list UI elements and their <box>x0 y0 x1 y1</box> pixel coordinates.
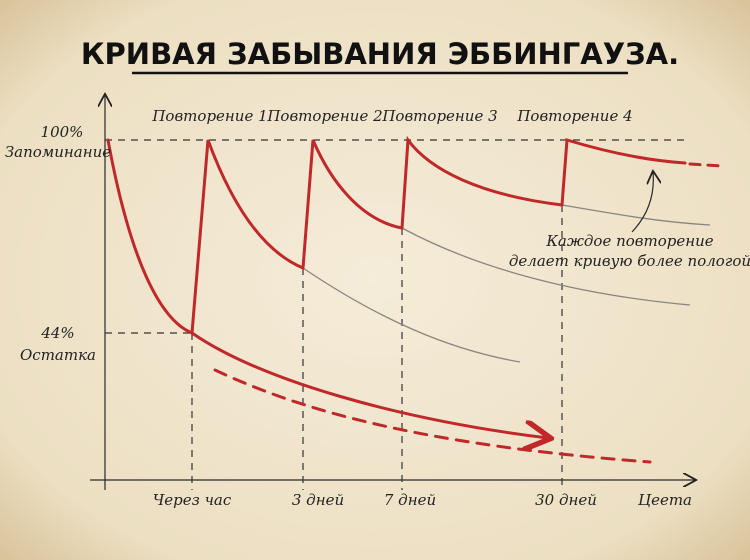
guides <box>105 139 690 490</box>
annotation: Каждое повторение <box>545 232 713 250</box>
repetition-label: Повторение 4 <box>516 107 632 125</box>
repetition-label: Повторение 2 <box>266 107 382 125</box>
y-caption: Запоминание <box>5 143 111 161</box>
y-label: 100% <box>41 123 84 141</box>
repetition-label: Повторение 3 <box>381 107 497 125</box>
x-label: 7 дней <box>384 491 436 509</box>
repetition-label: Повторение 1 <box>151 107 267 125</box>
annotation: делает кривую более пологой <box>509 252 750 270</box>
forgetting-curves <box>106 135 724 464</box>
x-label: 30 дней <box>535 491 597 509</box>
title: КРИВАЯ ЗАБЫВАНИЯ ЭББИНГАУЗА. <box>81 37 679 71</box>
x-label: Через час <box>153 491 232 509</box>
x-label: Цеета <box>638 491 692 509</box>
y-label: 44% <box>40 324 74 342</box>
y-caption: Остатка <box>20 346 96 364</box>
annotation-arrow <box>631 172 653 233</box>
x-label: 3 дней <box>292 491 344 509</box>
